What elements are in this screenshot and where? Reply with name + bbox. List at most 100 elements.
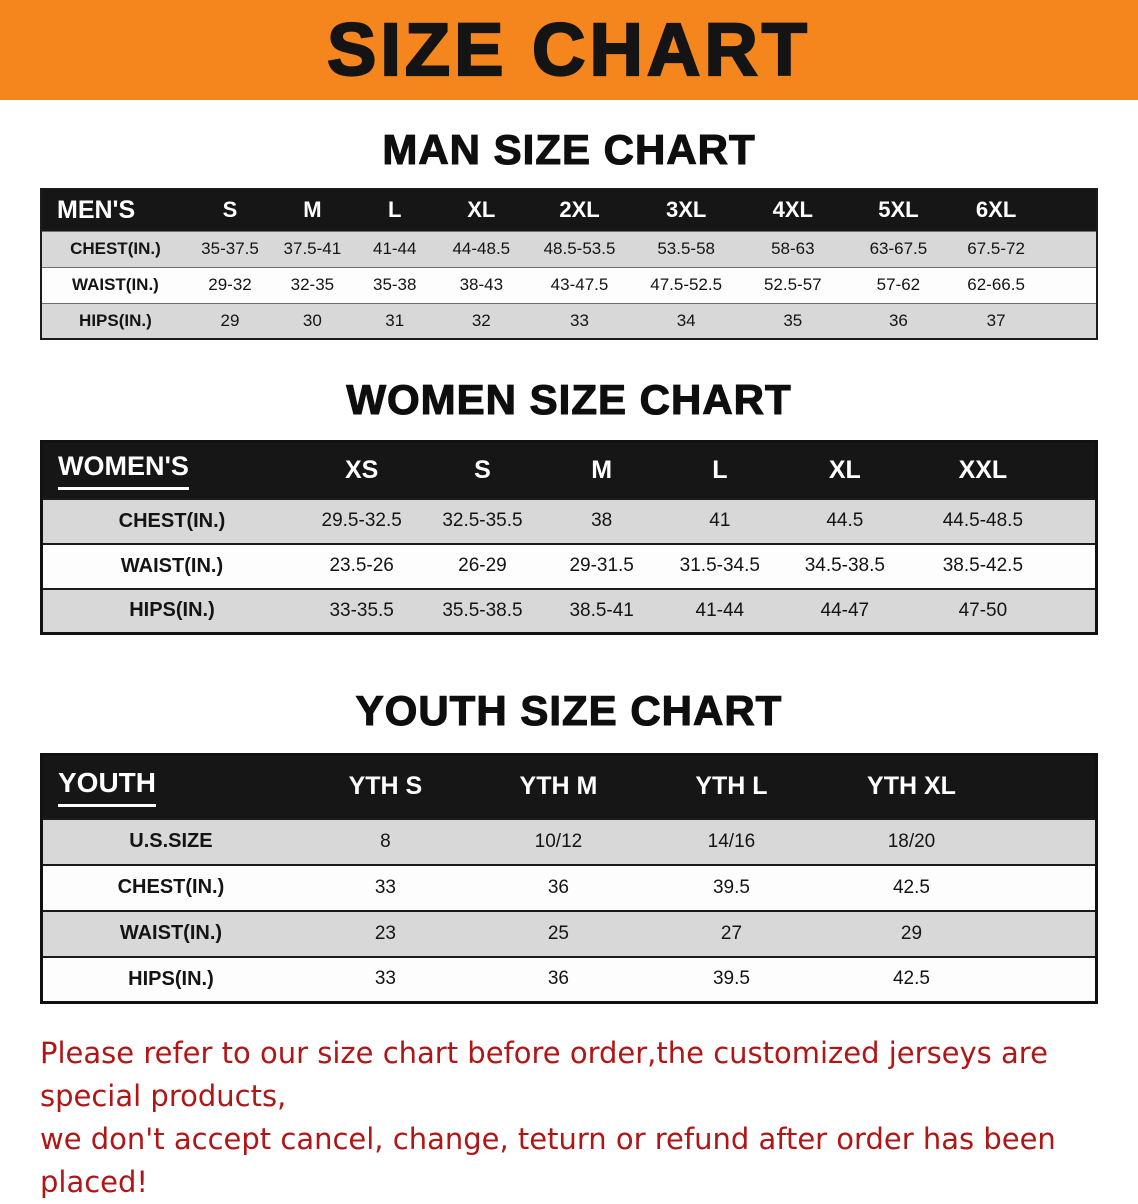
table-title-cell: MEN'S <box>41 189 189 231</box>
table-row: HIPS(IN.) 33-35.5 35.5-38.5 38.5-41 41-44 44-… <box>41 588 1097 634</box>
row-label: CHEST(IN.) <box>118 509 226 532</box>
data-cell: 67.5-72 <box>967 239 1025 258</box>
size-header-cell: 3XL <box>632 189 741 231</box>
disclaimer-line-1: Please refer to our size chart before or… <box>40 1036 1048 1113</box>
table-row: CHEST(IN.) 29.5-32.5 32.5-35.5 38 41 44.5 44.5… <box>41 498 1097 544</box>
data-cell: 39.5 <box>712 968 750 990</box>
row-label: U.S.SIZE <box>129 830 213 852</box>
data-cell: 44.5-48.5 <box>942 510 1024 531</box>
data-cell: 36 <box>547 876 569 898</box>
data-cell: 48.5-53.5 <box>543 239 616 258</box>
data-cell: 31 <box>385 310 405 330</box>
table-title-text: MEN'S <box>57 195 136 224</box>
youth-size-table-grid: YOUTH YTH S YTH M YTH L YTH XL U.S.SIZE 8 10/12… <box>40 753 1098 1004</box>
data-cell: 43-47.5 <box>550 275 609 294</box>
size-header-cell: M <box>271 189 354 231</box>
data-cell: 62-66.5 <box>967 275 1025 294</box>
table-header-row: WOMEN'S XS S M L XL XXL <box>41 441 1097 499</box>
size-header-cell: YTH XL <box>817 754 1097 819</box>
women-size-table: WOMEN'S XS S M L XL XXL CHEST(IN.) 29.5-32.5 32.5… <box>40 440 1098 635</box>
data-cell: 35 <box>783 310 803 330</box>
table-row: WAIST(IN.) 23 25 27 29 <box>41 910 1097 957</box>
data-cell: 41 <box>709 510 731 531</box>
data-cell: 18/20 <box>887 830 936 852</box>
data-cell: 23 <box>374 922 396 944</box>
size-chart-banner: SIZE CHART <box>0 0 1138 100</box>
data-cell: 8 <box>380 830 391 852</box>
size-header-cell: S <box>188 189 272 231</box>
data-cell: 29 <box>220 310 240 330</box>
size-header-cell: S <box>422 441 543 499</box>
size-header-cell: M <box>542 441 661 499</box>
row-label: WAIST(IN.) <box>119 922 223 944</box>
data-cell: 25 <box>547 922 569 944</box>
data-cell: 32 <box>471 310 491 330</box>
men-size-table: MEN'S S M L XL 2XL 3XL 4XL 5XL 6XL CHEST(IN.) 35-37… <box>40 188 1098 340</box>
row-label: WAIST(IN.) <box>71 275 159 294</box>
table-row: CHEST(IN.) 33 36 39.5 42.5 <box>41 864 1097 911</box>
size-header-cell: 6XL <box>951 189 1097 231</box>
table-title-cell: YOUTH <box>41 754 299 819</box>
table-row: HIPS(IN.) 29 30 31 32 33 34 35 36 37 <box>41 303 1097 339</box>
banner-title: SIZE CHART <box>326 8 811 91</box>
data-cell: 38-43 <box>459 275 504 294</box>
table-header-row: YOUTH YTH S YTH M YTH L YTH XL <box>41 754 1097 819</box>
data-cell: 35.5-38.5 <box>442 599 523 621</box>
data-cell: 30 <box>302 310 322 330</box>
data-cell: 44-48.5 <box>452 239 511 258</box>
data-cell: 52.5-57 <box>763 275 822 294</box>
table-row: WAIST(IN.) 29-32 32-35 35-38 38-43 43-47.5 47.… <box>41 267 1097 303</box>
data-cell: 47-50 <box>958 599 1008 621</box>
data-cell: 44-47 <box>820 599 870 621</box>
table-title-text: WOMEN'S <box>58 451 189 490</box>
youth-size-section: YOUTH SIZE CHART YOUTH YTH S YTH M YTH L YTH… <box>0 686 1138 1004</box>
row-label: HIPS(IN.) <box>79 310 152 330</box>
data-cell: 53.5-58 <box>657 239 715 258</box>
data-cell: 34 <box>676 310 696 330</box>
size-header-cell: 4XL <box>740 189 846 231</box>
table-row: U.S.SIZE 8 10/12 14/16 18/20 <box>41 818 1097 865</box>
data-cell: 37 <box>986 310 1006 330</box>
data-cell: 35-38 <box>372 275 417 294</box>
data-cell: 58-63 <box>771 239 815 258</box>
men-section-heading: MAN SIZE CHART <box>382 125 756 173</box>
data-cell: 14/16 <box>707 830 756 852</box>
table-row: CHEST(IN.) 35-37.5 37.5-41 41-44 44-48.5 48.5… <box>41 231 1097 267</box>
data-cell: 29-32 <box>208 275 252 294</box>
data-cell: 41-44 <box>695 599 745 621</box>
disclaimer: Please refer to our size chart before or… <box>40 1032 1138 1204</box>
disclaimer-line-2: we don't accept cancel, change, teturn o… <box>40 1122 1056 1199</box>
table-title-cell: WOMEN'S <box>41 441 302 499</box>
data-cell: 29 <box>900 922 923 944</box>
row-label: HIPS(IN.) <box>128 967 214 990</box>
size-header-cell: YTH M <box>471 754 645 819</box>
data-cell: 38.5-42.5 <box>942 555 1024 576</box>
size-header-cell: L <box>353 189 436 231</box>
size-header-cell: XL <box>778 441 911 499</box>
data-cell: 29.5-32.5 <box>321 510 402 531</box>
men-size-table-grid: MEN'S S M L XL 2XL 3XL 4XL 5XL 6XL CHEST(IN.) 35-37… <box>40 188 1098 340</box>
size-header-cell: XS <box>301 441 423 499</box>
size-header-cell: XL <box>435 189 527 231</box>
men-size-section: MAN SIZE CHART MEN'S S M L XL 2XL 3XL 4XL 5XL 6XL… <box>0 125 1138 340</box>
data-cell: 33 <box>374 876 396 898</box>
data-cell: 26-29 <box>458 555 507 576</box>
data-cell: 36 <box>547 968 569 990</box>
data-cell: 27 <box>720 922 743 944</box>
data-cell: 38.5-41 <box>569 599 634 621</box>
table-row: HIPS(IN.) 33 36 39.5 42.5 <box>41 956 1097 1003</box>
data-cell: 41-44 <box>372 239 417 258</box>
table-row: WAIST(IN.) 23.5-26 26-29 29-31.5 31.5-34.5 34… <box>41 543 1097 589</box>
women-size-table-grid: WOMEN'S XS S M L XL XXL CHEST(IN.) 29.5-32.5 32.5… <box>40 440 1098 635</box>
data-cell: 33-35.5 <box>329 599 394 621</box>
data-cell: 36 <box>888 310 908 330</box>
data-cell: 39.5 <box>712 876 750 898</box>
size-header-cell: YTH S <box>298 754 472 819</box>
size-header-cell: 5XL <box>845 189 952 231</box>
data-cell: 44.5 <box>826 510 864 531</box>
table-header-row: MEN'S S M L XL 2XL 3XL 4XL 5XL 6XL <box>41 189 1097 231</box>
data-cell: 23.5-26 <box>329 555 394 576</box>
youth-section-heading: YOUTH SIZE CHART <box>355 686 783 734</box>
size-header-cell: YTH L <box>644 754 818 819</box>
women-size-section: WOMEN SIZE CHART WOMEN'S XS S M L XL XXL CHEST(… <box>0 375 1138 635</box>
